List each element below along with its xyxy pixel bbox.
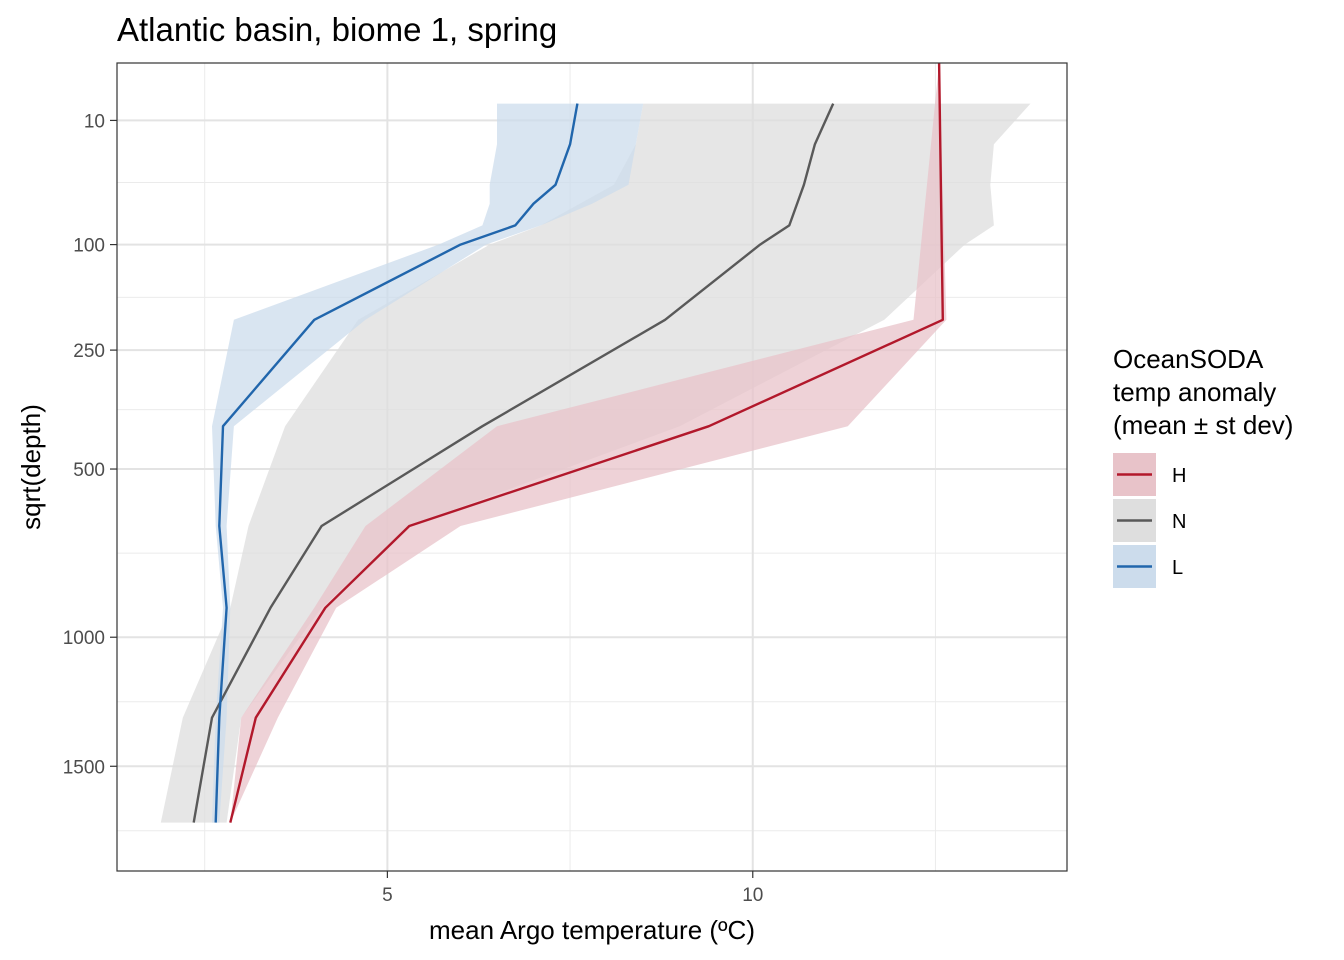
legend-label: N xyxy=(1172,511,1186,533)
legend-item-h: H xyxy=(1113,453,1186,496)
legend-title-line-1: OceanSODA xyxy=(1113,344,1264,374)
x-tick-label: 5 xyxy=(382,885,393,906)
legend-title-line-3: (mean ± st dev) xyxy=(1113,410,1293,440)
sd-bands xyxy=(160,63,1031,823)
sd-band-n xyxy=(160,103,1031,823)
legend-label: H xyxy=(1172,465,1186,487)
mean-lines xyxy=(192,62,944,823)
mean-line-l xyxy=(214,103,579,823)
y-tick-label: 1000 xyxy=(63,628,105,649)
legend-item-l: L xyxy=(1113,545,1183,588)
y-tick-label: 10 xyxy=(84,111,105,132)
y-axis-ticks: 10 100 250 500 1000 1500 xyxy=(63,111,117,778)
legend-keys: H N L xyxy=(1113,453,1186,588)
y-tick-label: 1500 xyxy=(63,757,105,778)
sd-band-l xyxy=(212,103,644,823)
x-tick-label: 10 xyxy=(742,885,763,906)
y-tick-label: 100 xyxy=(73,236,105,257)
mean-line-n xyxy=(192,103,835,823)
chart-title: Atlantic basin, biome 1, spring xyxy=(117,11,557,48)
mean-line-h xyxy=(229,62,944,823)
legend: OceanSODA temp anomaly (mean ± st dev) H… xyxy=(1113,344,1293,588)
legend-label: L xyxy=(1172,557,1183,579)
legend-item-n: N xyxy=(1113,499,1186,542)
sd-band-h xyxy=(230,63,947,823)
legend-title-line-2: temp anomaly xyxy=(1113,377,1276,407)
y-tick-label: 250 xyxy=(73,341,105,362)
plot-border xyxy=(116,62,1068,872)
x-axis-title: mean Argo temperature (ºC) xyxy=(429,915,755,945)
y-axis-title: sqrt(depth) xyxy=(16,404,46,530)
y-tick-label: 500 xyxy=(73,460,105,481)
x-axis-ticks: 5 10 xyxy=(382,871,763,906)
